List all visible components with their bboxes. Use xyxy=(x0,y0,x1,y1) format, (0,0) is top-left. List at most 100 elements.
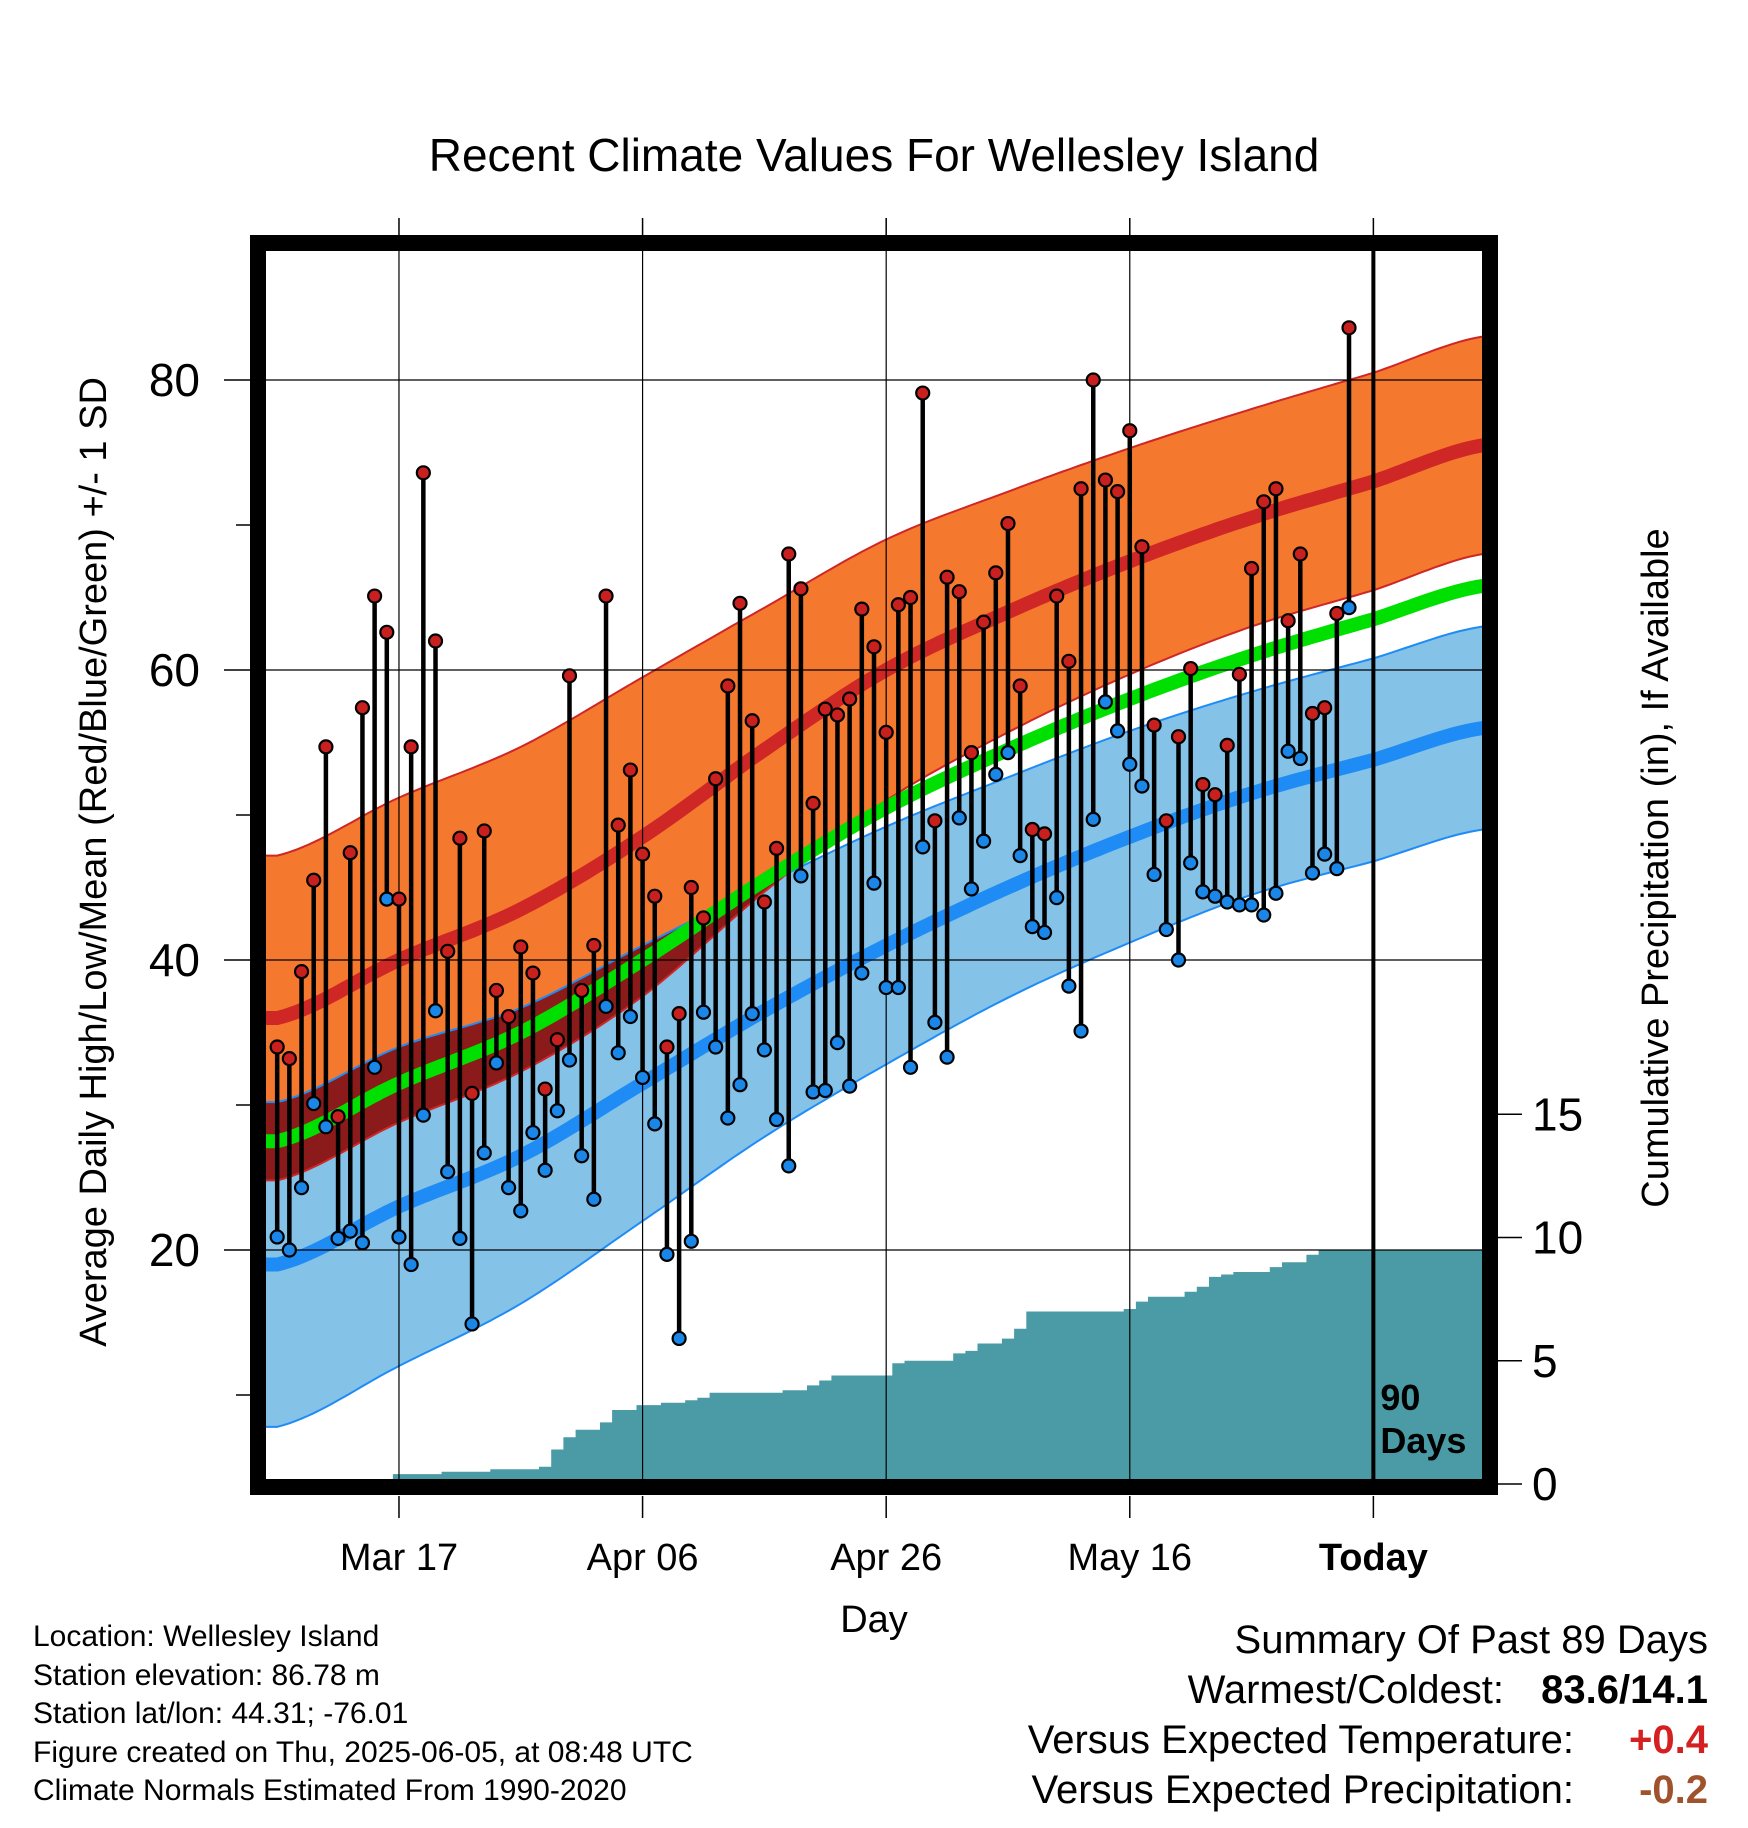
daily-low-point xyxy=(1097,694,1114,710)
y2-tick-label: 0 xyxy=(1532,1458,1558,1510)
daily-high-point xyxy=(829,707,846,723)
y-tick-label: 40 xyxy=(149,934,200,986)
daily-high-point xyxy=(440,943,456,959)
plot-frame xyxy=(250,235,1498,1495)
chart-title: Recent Climate Values For Wellesley Isla… xyxy=(428,129,1320,181)
normals-text: Climate Normals Estimated From 1990-2020 xyxy=(33,1774,627,1807)
daily-low-point xyxy=(1329,861,1345,877)
y2-tick-label: 15 xyxy=(1532,1088,1583,1140)
daily-high-point xyxy=(781,546,797,562)
daily-high-point xyxy=(561,668,578,684)
daily-high-point xyxy=(1243,560,1260,577)
daily-low-point xyxy=(1292,750,1308,767)
daily-high-point xyxy=(1024,821,1040,838)
daily-high-point xyxy=(1109,484,1126,500)
daily-low-point xyxy=(963,881,980,897)
daily-high-point xyxy=(586,937,602,954)
daily-high-point xyxy=(598,588,614,604)
daily-low-point xyxy=(537,1162,553,1178)
daily-high-point xyxy=(976,614,992,630)
daily-high-point xyxy=(1268,481,1284,497)
daily-high-point xyxy=(342,845,358,861)
location-text: Location: Wellesley Island xyxy=(33,1620,380,1653)
precip-area xyxy=(392,1249,1483,1480)
daily-low-point xyxy=(586,1191,602,1207)
daily-low-point xyxy=(878,979,894,996)
daily-high-point xyxy=(427,633,444,649)
daily-high-point xyxy=(306,872,322,888)
daily-high-point xyxy=(647,888,663,904)
x-tick-label: Mar 17 xyxy=(340,1537,458,1579)
daily-high-point xyxy=(1085,372,1101,388)
daily-low-point xyxy=(695,1004,712,1020)
temp-label: Versus Expected Temperature: xyxy=(1027,1718,1574,1762)
high-upper-edge xyxy=(265,335,1483,857)
x-tick-label: May 16 xyxy=(1067,1537,1192,1579)
warm-cold-label: Warmest/Coldest: xyxy=(1187,1668,1504,1712)
daily-high-point xyxy=(1061,653,1077,669)
daily-high-point xyxy=(476,823,492,839)
daily-low-point xyxy=(854,965,870,981)
daily-low-point xyxy=(1268,885,1284,901)
daily-high-point xyxy=(537,1081,553,1097)
normal-low-line xyxy=(265,721,1483,1272)
daily-low-point xyxy=(1183,855,1199,871)
daily-low-point xyxy=(671,1330,687,1347)
daily-low-point xyxy=(452,1230,468,1247)
daily-low-point xyxy=(342,1223,358,1239)
daily-low-point xyxy=(866,875,882,891)
daily-low-point xyxy=(1341,600,1357,616)
daily-low-point xyxy=(708,1039,724,1055)
daily-low-point xyxy=(781,1158,797,1174)
precip-label: Versus Expected Precipitation: xyxy=(1031,1768,1574,1812)
daily-high-point xyxy=(1280,613,1296,629)
warm-cold-value: 83.6/14.1 xyxy=(1541,1668,1708,1712)
today-days-word: Days xyxy=(1380,1420,1466,1461)
daily-low-point xyxy=(768,1111,785,1128)
daily-high-point xyxy=(927,813,943,829)
daily-low-point xyxy=(1219,894,1235,910)
x-axis-title: Day xyxy=(840,1599,908,1641)
y2-axis-title: Cumulative Precipitation (in), If Availa… xyxy=(1635,528,1677,1207)
daily-low-point xyxy=(427,1003,444,1019)
created-text: Figure created on Thu, 2025-06-05, at 08… xyxy=(33,1735,693,1769)
daily-low-point xyxy=(659,1246,675,1262)
daily-low-point xyxy=(1158,921,1174,938)
daily-high-point xyxy=(988,565,1004,581)
y2-tick-label: 5 xyxy=(1532,1335,1558,1387)
daily-low-point xyxy=(330,1230,346,1247)
y-tick-label: 80 xyxy=(149,354,200,406)
daily-low-point xyxy=(902,1059,919,1075)
daily-low-point xyxy=(939,1049,955,1065)
daily-high-point xyxy=(1134,539,1150,555)
daily-low-point xyxy=(464,1316,480,1332)
daily-high-point xyxy=(768,840,785,856)
station-info: Location: Wellesley Island Station eleva… xyxy=(33,1618,693,1811)
daily-high-point xyxy=(1219,737,1235,754)
daily-low-point xyxy=(440,1164,456,1180)
daily-high-point xyxy=(293,963,310,980)
axes: 20 40 60 80 0 5 10 15 Mar 17 Apr 06 Apr 26 May 16 To… xyxy=(73,218,1677,1641)
temp-value: +0.4 xyxy=(1629,1718,1708,1762)
daily-high-point xyxy=(574,982,590,999)
daily-low-point xyxy=(1207,888,1223,904)
daily-low-point xyxy=(927,1014,943,1030)
daily-low-point xyxy=(367,1059,383,1075)
daily-low-point xyxy=(1122,756,1138,772)
daily-high-point xyxy=(525,965,541,981)
daily-low-point xyxy=(549,1103,565,1119)
daily-low-point xyxy=(1256,907,1272,923)
daily-high-point xyxy=(1170,729,1187,745)
summary-heading: Summary Of Past 89 Days xyxy=(1234,1618,1708,1662)
daily-low-point xyxy=(951,810,967,826)
daily-low-point xyxy=(1231,897,1248,913)
daily-high-point xyxy=(659,1039,675,1055)
daily-low-point xyxy=(1195,884,1211,900)
daily-low-point xyxy=(817,1082,833,1099)
daily-high-point xyxy=(1195,776,1211,793)
daily-high-point xyxy=(890,597,906,613)
daily-high-point xyxy=(330,1108,346,1125)
daily-low-point xyxy=(281,1242,297,1258)
daily-low-point xyxy=(610,1045,626,1061)
